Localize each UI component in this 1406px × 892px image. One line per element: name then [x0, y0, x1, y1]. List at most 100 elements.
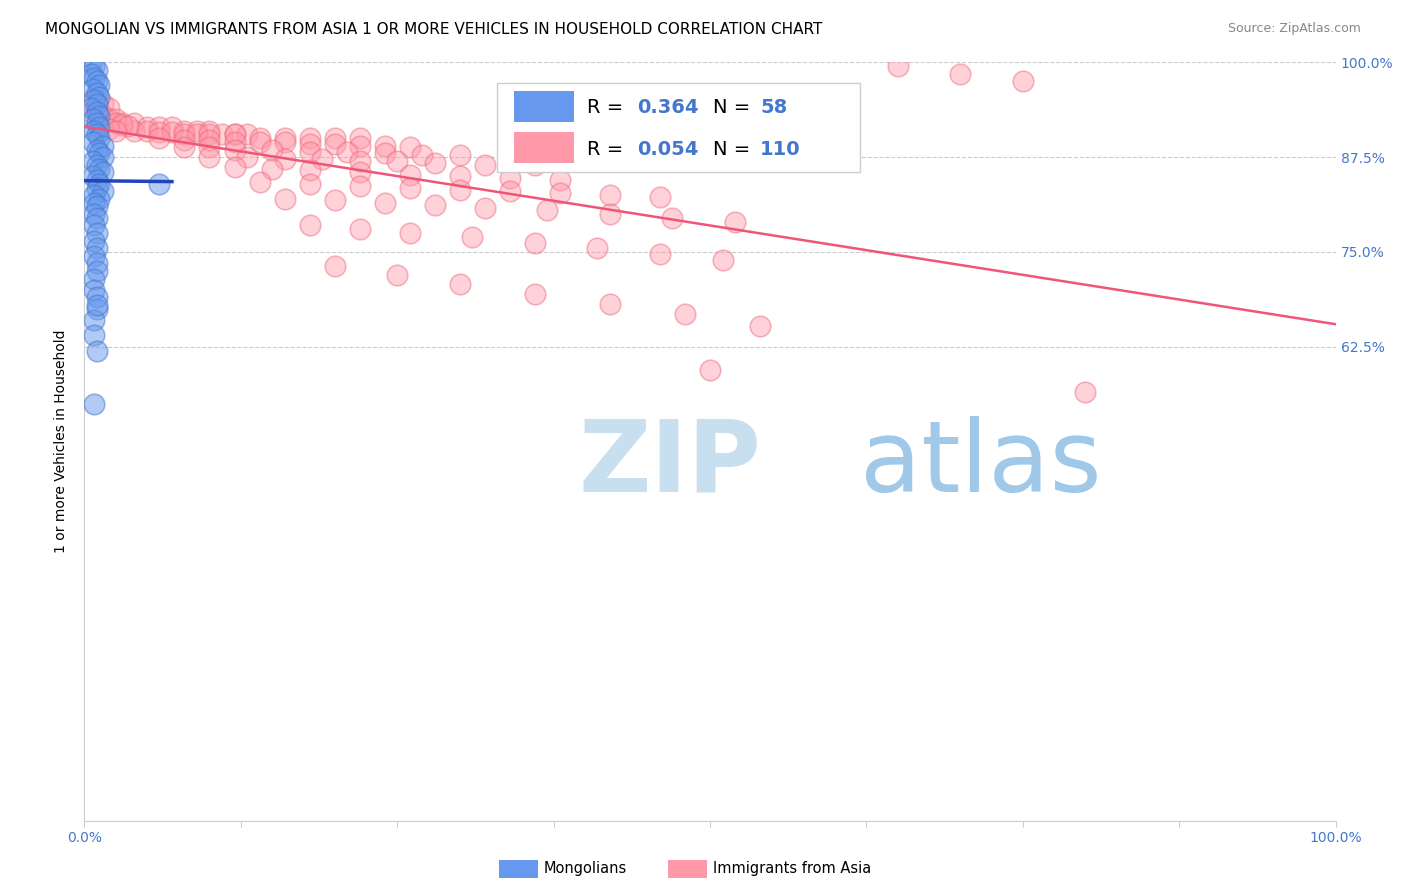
- FancyBboxPatch shape: [498, 83, 860, 172]
- Point: [236, 128, 259, 142]
- Point: [83, 313, 105, 327]
- Point: [83, 94, 105, 108]
- Point: [411, 148, 433, 162]
- Point: [298, 163, 321, 178]
- Point: [91, 150, 114, 164]
- Text: Source: ZipAtlas.com: Source: ZipAtlas.com: [1227, 22, 1361, 36]
- FancyBboxPatch shape: [513, 91, 574, 121]
- Point: [82, 135, 104, 149]
- Point: [423, 198, 446, 212]
- Point: [349, 165, 371, 179]
- Point: [262, 143, 284, 157]
- Point: [349, 179, 371, 194]
- Point: [548, 186, 571, 200]
- Point: [148, 125, 170, 139]
- Point: [89, 108, 111, 122]
- Point: [249, 131, 271, 145]
- Point: [374, 146, 396, 161]
- Point: [136, 123, 159, 137]
- Point: [124, 123, 146, 137]
- Point: [79, 101, 101, 115]
- Point: [298, 219, 321, 233]
- Point: [86, 104, 108, 119]
- Point: [117, 119, 139, 133]
- Y-axis label: 1 or more Vehicles in Household: 1 or more Vehicles in Household: [55, 330, 69, 553]
- Point: [311, 152, 333, 166]
- Point: [249, 135, 271, 149]
- Point: [86, 264, 108, 278]
- Point: [724, 214, 747, 228]
- Point: [398, 140, 420, 154]
- Point: [173, 128, 195, 142]
- Point: [385, 268, 409, 282]
- Point: [186, 128, 208, 142]
- Point: [136, 120, 159, 134]
- Point: [83, 234, 105, 248]
- Point: [648, 190, 671, 204]
- Point: [673, 307, 696, 321]
- Point: [599, 188, 621, 202]
- Point: [173, 133, 195, 147]
- Point: [86, 298, 108, 312]
- Point: [461, 229, 484, 244]
- Point: [111, 116, 134, 130]
- Point: [83, 207, 105, 221]
- Point: [89, 192, 111, 206]
- Point: [89, 146, 111, 161]
- Point: [79, 94, 101, 108]
- Point: [83, 249, 105, 263]
- Text: N =: N =: [713, 140, 756, 159]
- Point: [648, 246, 671, 260]
- Point: [273, 131, 295, 145]
- Point: [86, 173, 108, 187]
- Text: 58: 58: [761, 98, 787, 118]
- Point: [83, 123, 105, 137]
- Point: [89, 161, 111, 176]
- Point: [83, 195, 105, 210]
- Point: [86, 116, 108, 130]
- Point: [173, 123, 195, 137]
- Point: [599, 296, 621, 310]
- Point: [89, 89, 111, 103]
- Point: [586, 241, 609, 255]
- Point: [198, 133, 221, 147]
- Point: [86, 291, 108, 305]
- Point: [89, 131, 111, 145]
- Point: [82, 82, 104, 96]
- Point: [148, 131, 170, 145]
- Point: [186, 123, 208, 137]
- Point: [749, 319, 772, 334]
- Point: [298, 137, 321, 152]
- Point: [374, 195, 396, 210]
- Point: [83, 271, 105, 285]
- Point: [86, 158, 108, 172]
- Point: [82, 169, 104, 184]
- Point: [198, 128, 221, 142]
- Text: Mongolians: Mongolians: [544, 862, 627, 876]
- Point: [699, 362, 721, 376]
- Point: [349, 131, 371, 145]
- Point: [86, 180, 108, 194]
- Point: [523, 235, 546, 250]
- Point: [86, 241, 108, 255]
- Text: 0.054: 0.054: [637, 140, 699, 159]
- Point: [349, 222, 371, 236]
- Point: [91, 165, 114, 179]
- Point: [89, 120, 111, 134]
- Point: [249, 175, 271, 189]
- Text: MONGOLIAN VS IMMIGRANTS FROM ASIA 1 OR MORE VEHICLES IN HOUSEHOLD CORRELATION CH: MONGOLIAN VS IMMIGRANTS FROM ASIA 1 OR M…: [45, 22, 823, 37]
- Point: [83, 70, 105, 85]
- Point: [83, 59, 105, 73]
- Point: [148, 120, 170, 134]
- Point: [224, 128, 246, 142]
- Point: [323, 259, 346, 273]
- Point: [79, 67, 101, 81]
- Point: [91, 108, 114, 122]
- Text: R =: R =: [588, 140, 630, 159]
- Point: [949, 67, 972, 81]
- Point: [198, 150, 221, 164]
- Point: [474, 201, 496, 215]
- Text: R =: R =: [588, 98, 630, 118]
- Point: [86, 97, 108, 112]
- Point: [224, 128, 246, 142]
